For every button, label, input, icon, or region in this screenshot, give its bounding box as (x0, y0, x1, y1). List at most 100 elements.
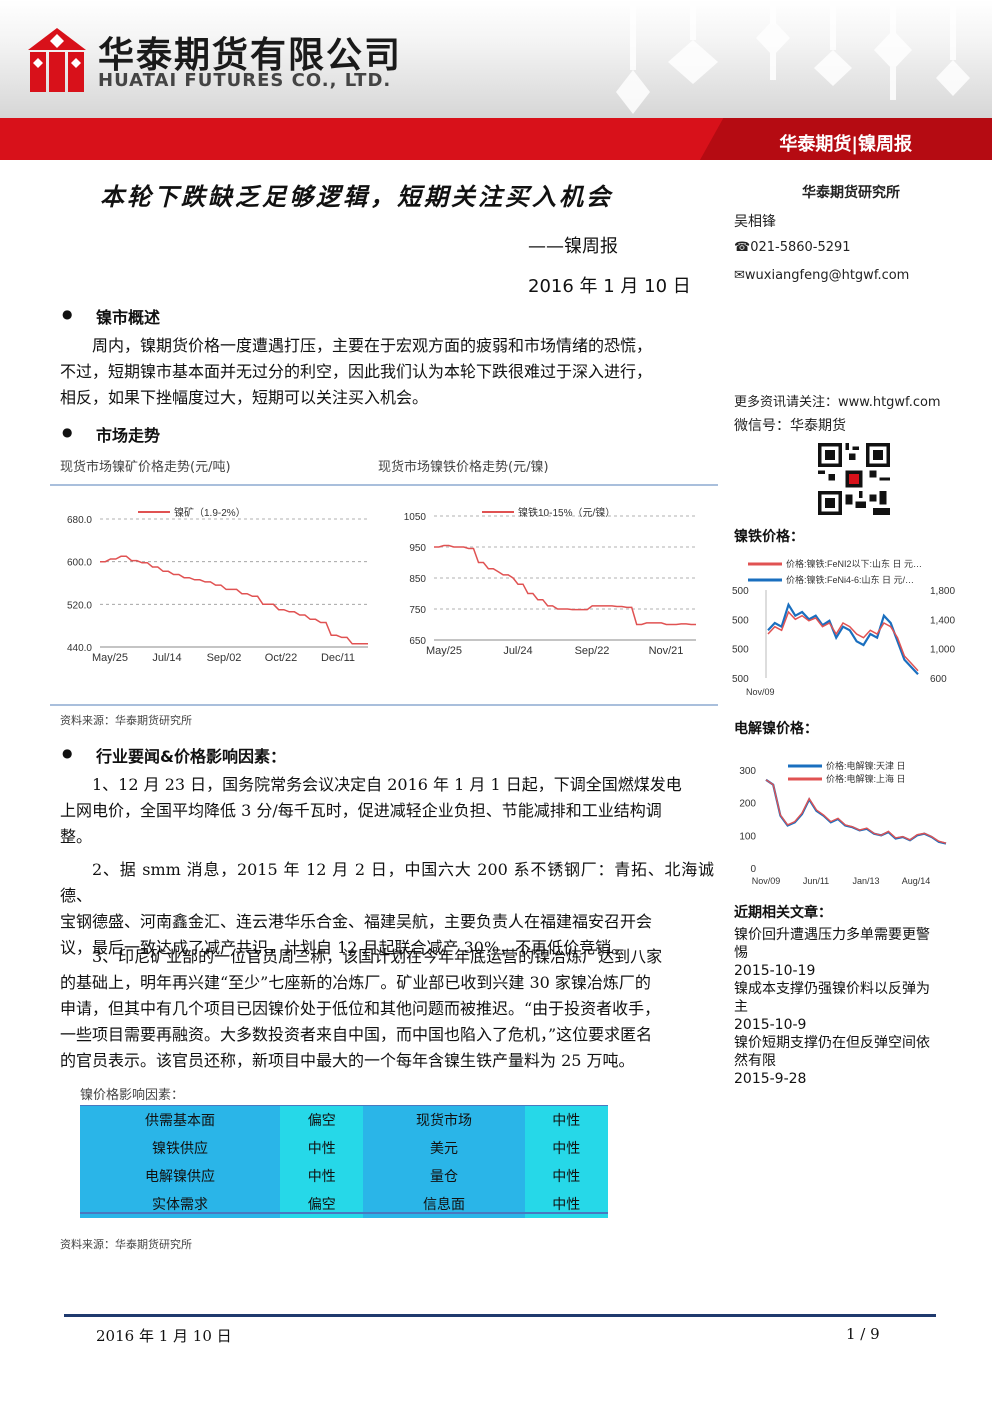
y-tick-label: 1050 (404, 512, 427, 523)
news-line: 整。 (60, 827, 93, 846)
article-title[interactable]: 镍价回升遭遇压力多单需要更警惕 (734, 927, 930, 961)
y-tick-label: 1,000 (930, 645, 955, 656)
qr-code-icon[interactable] (818, 443, 890, 515)
y-tick-label: 850 (409, 574, 426, 585)
table-cell: 中性 (524, 1106, 608, 1134)
table-source: 资料来源：华泰期货研究所 (60, 1238, 192, 1251)
wechat-info: 微信号：华泰期货 (734, 418, 846, 434)
y-tick-label: 950 (409, 543, 426, 554)
series-line (767, 610, 919, 672)
y-tick-label: 600.0 (67, 558, 92, 569)
news-paragraph-3: 3、印尼矿业部的一位官员周三称，该国计划在今年年底运营的镍冶炼厂达到八家 的基础… (60, 944, 714, 1074)
overview-line: 相反，如果下挫幅度过大，短期可以关注买入机会。 (60, 388, 429, 407)
y-tick-label: 1,400 (930, 615, 955, 626)
footer-date: 2016 年 1 月 10 日 (96, 1327, 232, 1345)
table-cell: 中性 (280, 1162, 364, 1190)
y-tick-label: 750 (409, 605, 426, 616)
y-tick-label: 650 (409, 636, 426, 647)
table-cell: 偏空 (280, 1106, 364, 1134)
table-row: 供需基本面 偏空 现货市场 中性 (80, 1106, 608, 1134)
related-articles-list: 镍价回升遭遇压力多单需要更警惕 2015-10-19 镍成本支撑仍强镍价料以反弹… (734, 926, 934, 1088)
news-line: 的官员表示。该官员还称，新项目中最大的一个每年含镍生铁产量料为 25 万吨。 (60, 1051, 635, 1070)
news-paragraph-1: 1、12 月 23 日，国务院常务会议决定自 2016 年 1 月 1 日起，下… (60, 772, 714, 850)
chart1-caption: 现货市场镍矿价格走势(元/吨) (60, 460, 231, 475)
nife-price-heading: 镍铁价格： (734, 529, 804, 545)
chart-top-rule (50, 484, 718, 486)
article-title[interactable]: 镍成本支撑仍强镍价料以反弹为主 (734, 981, 930, 1015)
factor-table: 供需基本面 偏空 现货市场 中性 镍铁供应 中性 美元 中性 电解镍供应 中性 … (80, 1106, 608, 1218)
website-info[interactable]: 更多资讯请关注：www.htgwf.com (734, 395, 941, 410)
y-tick-label: 440.0 (67, 643, 92, 654)
x-tick-label: Dec/11 (321, 652, 355, 664)
y-tick-label: 300 (739, 766, 756, 777)
section-heading-market: 市场走势 (62, 422, 160, 446)
y-tick-label: 520.0 (67, 600, 92, 611)
article-date: 2015-10-19 (734, 963, 816, 979)
legend-label: 镍铁10-15%（元/镍） (518, 506, 615, 519)
company-name-cn: 华泰期货有限公司 (98, 35, 403, 76)
legend-label: 价格:电解镍:上海 日 (826, 773, 906, 784)
nife-price-chart: 价格:镍铁:FeNI2以下:山东 日 元… 价格:镍铁:FeNi4-6:山东 日 … (732, 558, 955, 697)
news-line: 一些项目需要再融资。大多数投资者来自中国，而中国也陷入了危机，”这位要求匿名 (60, 1025, 653, 1044)
x-tick-label: Jul/24 (503, 645, 532, 657)
table-cell: 供需基本面 (80, 1106, 281, 1134)
x-tick-label: Sep/02 (207, 652, 242, 664)
x-tick-label: Jun/11 (803, 876, 829, 886)
article-title[interactable]: 镍价短期支撑仍在但反弹空间依然有限 (734, 1035, 930, 1069)
x-tick-label: Aug/14 (902, 876, 931, 886)
x-tick-label: Jul/14 (152, 652, 181, 664)
y-tick-label: 200 (739, 799, 756, 810)
factor-table-wrap: 供需基本面 偏空 现货市场 中性 镍铁供应 中性 美元 中性 电解镍供应 中性 … (80, 1106, 608, 1218)
x-tick-label: Sep/22 (575, 645, 610, 657)
y-tick-label: 0 (750, 864, 756, 875)
series-line (100, 555, 368, 645)
research-institute: 华泰期货研究所 (802, 185, 900, 201)
legend-label: 价格:镍铁:FeNi4-6:山东 日 元/… (786, 574, 914, 585)
news-line: 申请，但其中有几个项目已因镍价处于低位和其他问题而被推迟。“由于投资者收手， (60, 999, 661, 1018)
report-title: 本轮下跌缺乏足够逻辑，短期关注买入机会 (100, 182, 613, 211)
x-tick-label: Nov/09 (746, 687, 775, 697)
x-tick-label: Nov/21 (649, 645, 684, 657)
chart2-caption: 现货市场镍铁价格走势(元/镍) (378, 460, 549, 475)
y-tick-label: 680.0 (67, 515, 92, 526)
report-subtitle: ——镍周报 (528, 236, 618, 257)
table-cell: 中性 (524, 1134, 608, 1162)
y-tick-label: 1,800 (930, 586, 955, 597)
company-name-en: HUATAI FUTURES CO., LTD. (98, 70, 392, 91)
news-line: 议，最后一致达成了减产共识，计划自 12 月起联合减产 30%，不再低价竞销。 (60, 938, 628, 957)
table-cell: 现货市场 (363, 1106, 525, 1134)
x-tick-label: Nov/09 (752, 876, 781, 886)
table-cell: 中性 (524, 1162, 608, 1190)
news-line: 宝钢德盛、河南鑫金汇、连云港华乐合金、福建吴航，主要负责人在福建福安召开会 (60, 912, 653, 931)
news-line: 1、12 月 23 日，国务院常务会议决定自 2016 年 1 月 1 日起，下… (92, 775, 682, 794)
factor-table-caption: 镍价格影响因素： (80, 1088, 185, 1103)
overview-line: 不过，短期镍市基本面并无过分的利空，因此我们认为本轮下跌很难过于深入进行， (60, 362, 653, 381)
page-number: 1 / 9 (846, 1325, 880, 1343)
header-red-bar-accent (700, 118, 992, 160)
y-tick-label: 500 (732, 645, 749, 656)
author-email[interactable]: ✉wuxiangfeng@htgwf.com (734, 268, 910, 283)
y-tick-label: 500 (732, 674, 749, 685)
x-tick-label: Jan/13 (852, 876, 879, 886)
report-date: 2016 年 1 月 10 日 (528, 276, 691, 297)
legend-label: 价格:镍铁:FeNI2以下:山东 日 元… (786, 558, 922, 569)
chart-source: 资料来源：华泰期货研究所 (60, 714, 192, 727)
legend-label: 价格:电解镍:天津 日 (826, 760, 906, 771)
x-tick-label: Oct/22 (265, 652, 297, 664)
company-logo (28, 28, 86, 92)
news-paragraph-2: 2、据 smm 消息，2015 年 12 月 2 日，中国六大 200 系不锈钢… (60, 857, 714, 961)
table-bottom-rule (80, 1212, 608, 1214)
news-line: 上网电价，全国平均降低 3 分/每千瓦时，促进减轻企业负担、节能减排和工业结构调 (60, 801, 662, 820)
series-line (765, 779, 947, 844)
y-tick-label: 600 (930, 674, 947, 685)
table-row: 镍铁供应 中性 美元 中性 (80, 1134, 608, 1162)
y-tick-label: 100 (739, 831, 756, 842)
section-heading-overview: 镍市概述 (62, 304, 160, 328)
table-cell: 中性 (280, 1134, 364, 1162)
table-cell: 美元 (363, 1134, 525, 1162)
legend-label: 镍矿（1.9-2%） (174, 506, 246, 519)
author-phone: ☎021-5860-5291 (734, 240, 851, 255)
news-line: 的基础上，明年再兴建“至少”七座新的冶炼厂。矿业部已收到兴建 30 家镍冶炼厂的 (60, 973, 651, 992)
